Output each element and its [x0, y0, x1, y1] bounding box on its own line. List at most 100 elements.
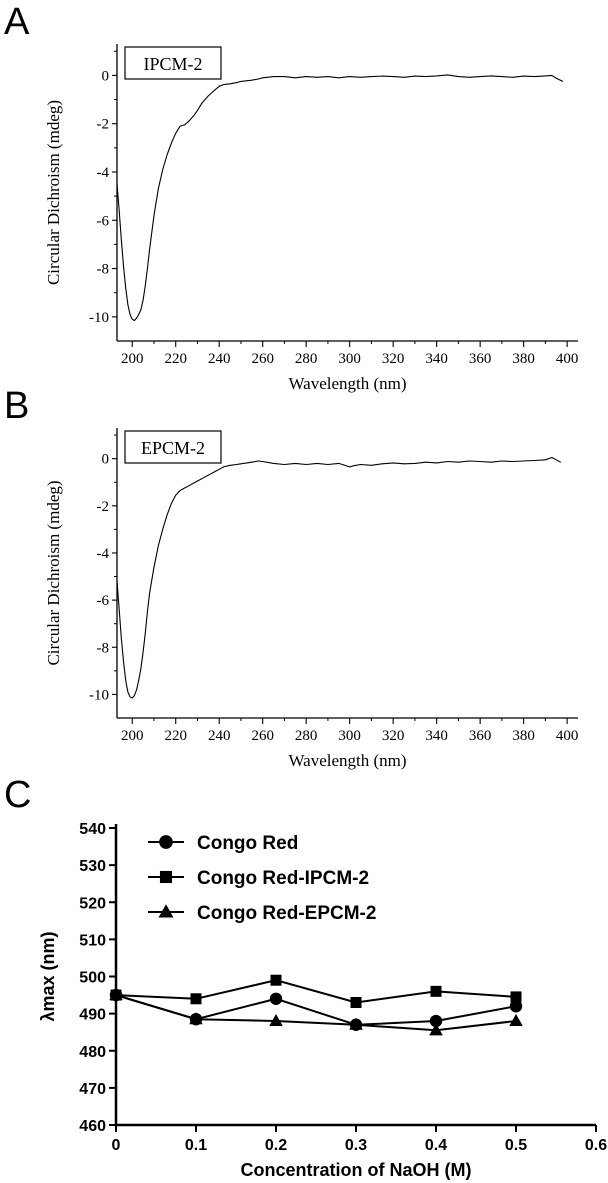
cd-data-point	[144, 285, 146, 286]
legend-marker-circle	[159, 835, 173, 849]
cd-data-point	[140, 309, 142, 310]
cd-data-point	[371, 464, 372, 466]
data-point-square	[350, 996, 362, 1008]
cd-data-point	[138, 679, 140, 681]
cd-data-point	[458, 76, 459, 77]
data-point-square	[430, 985, 442, 997]
x-tick-label: 340	[425, 351, 448, 367]
cd-data-point	[414, 463, 416, 464]
y-tick-label: -2	[97, 499, 110, 515]
x-tick-label: 280	[295, 728, 318, 744]
data-point-square	[510, 991, 522, 1003]
y-axis-title: Circular Dichroism (mdeg)	[44, 100, 63, 285]
y-tick-label: -2	[97, 117, 110, 133]
cd-data-point	[284, 464, 285, 465]
data-point-triangle	[349, 1017, 363, 1030]
cd-data-point	[118, 609, 120, 610]
cd-data-point	[349, 76, 351, 77]
y-tick-label: 480	[79, 1044, 106, 1061]
cd-data-point	[551, 457, 553, 458]
cd-data-point	[236, 464, 237, 465]
cd-data-point	[349, 466, 351, 468]
cd-data-point	[392, 76, 394, 77]
x-tick-label: 380	[512, 728, 535, 744]
cd-data-point	[273, 463, 274, 464]
cd-data-point	[229, 83, 231, 85]
cd-data-point	[214, 471, 216, 472]
cd-data-point	[179, 125, 181, 127]
cd-data-point	[192, 116, 194, 117]
cd-data-point	[207, 474, 209, 476]
cd-data-point	[131, 318, 133, 320]
cd-plot-ipcm2: 200 220 240 260 280 300 320 340 360 380 400 0 -2 -4 -6…	[44, 44, 578, 393]
y-tick-label: -4	[97, 546, 110, 562]
cd-data-point	[131, 697, 133, 699]
cd-data-point	[140, 668, 142, 669]
x-tick-label: 220	[164, 351, 187, 367]
y-tick-label: 470	[79, 1081, 106, 1098]
x-axis-title: Concentration of NaOH (M)	[241, 1160, 472, 1180]
x-tick-label: 200	[121, 728, 144, 744]
cd-data-point	[118, 210, 120, 211]
cd-data-point	[353, 465, 355, 467]
x-tick-label: 360	[469, 351, 492, 367]
x-tick-label: 400	[556, 351, 579, 367]
x-tick-label: 400	[556, 728, 579, 744]
cd-data-point	[490, 75, 492, 77]
cd-data-point	[338, 77, 340, 79]
cd-data-point	[501, 460, 503, 462]
x-tick-label: 0	[112, 1137, 121, 1154]
y-tick-label: -8	[97, 640, 110, 656]
cd-data-point	[123, 661, 124, 662]
cd-data-point	[201, 102, 203, 104]
x-axis-title: Wavelength (nm)	[288, 374, 406, 393]
cd-data-point	[316, 76, 318, 78]
cd-data-point	[240, 463, 242, 465]
legend-item: Congo Red-EPCM-2	[148, 903, 376, 924]
x-tick-label: 0.5	[505, 1137, 527, 1154]
cd-data-point	[125, 287, 127, 289]
cd-data-point	[147, 268, 148, 269]
cd-data-point	[447, 74, 448, 76]
cd-data-point	[116, 580, 118, 582]
legend-marker-triangle	[158, 904, 174, 918]
cd-data-point	[403, 76, 405, 78]
data-point-circle	[509, 1000, 523, 1013]
series-line-square	[115, 979, 517, 1004]
cd-data-point	[162, 169, 164, 170]
x-tick-label: 220	[164, 728, 187, 744]
cd-data-point	[175, 132, 177, 134]
y-tick-label: -6	[97, 593, 110, 609]
x-tick-label: 340	[425, 728, 448, 744]
cd-data-point	[179, 490, 181, 491]
cd-data-point	[425, 461, 427, 463]
data-point-circle	[269, 992, 283, 1005]
cd-data-point	[251, 461, 253, 463]
cd-data-point	[223, 466, 224, 468]
series-line-triangle	[115, 994, 517, 1032]
cd-data-point	[555, 77, 557, 79]
cd-data-point	[284, 76, 285, 77]
legend-label: Congo Red-EPCM-2	[197, 903, 376, 924]
cd-data-point	[184, 124, 185, 126]
cd-data-point	[218, 85, 220, 87]
cd-data-point	[381, 463, 383, 465]
cd-data-point	[134, 320, 135, 321]
cd-data-point	[501, 76, 503, 77]
cd-data-point	[184, 487, 185, 489]
cd-data-point	[175, 494, 177, 496]
cd-data-point	[192, 483, 194, 484]
cd-data-point	[534, 460, 535, 461]
x-tick-label: 0.3	[345, 1137, 367, 1154]
x-tick-label: 300	[338, 351, 361, 367]
cd-data-point	[120, 239, 122, 240]
x-tick-label: 260	[251, 351, 274, 367]
cd-data-point	[479, 76, 481, 77]
legend-label: Congo Red	[197, 833, 298, 854]
cd-data-point	[125, 679, 127, 681]
cd-data-point	[305, 464, 307, 465]
cd-data-point	[534, 76, 535, 77]
cd-data-point	[468, 76, 470, 78]
cd-data-point	[129, 696, 131, 698]
cd-data-point	[414, 75, 416, 77]
